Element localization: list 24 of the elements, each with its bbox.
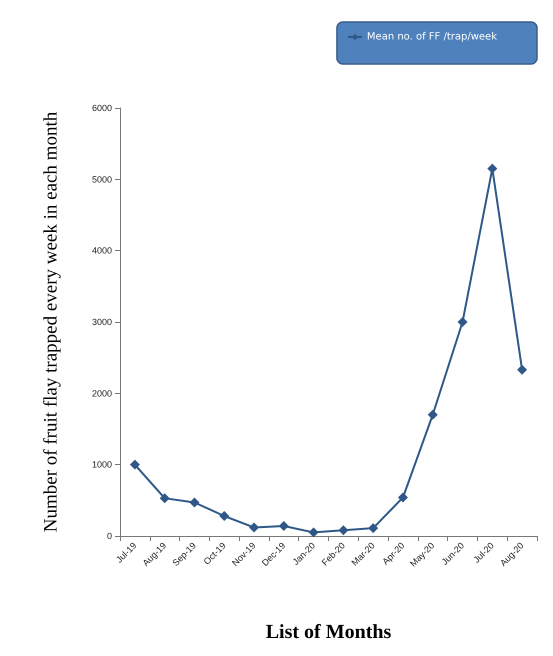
point — [428, 410, 438, 420]
y-tick-label: 2000 — [92, 388, 112, 398]
point — [189, 497, 200, 508]
y-tick-label: 3000 — [92, 317, 112, 327]
x-axis-title: List of Months — [266, 621, 392, 643]
y-tick-label: 0 — [106, 531, 112, 541]
point — [219, 511, 230, 522]
point — [130, 460, 140, 470]
point — [487, 164, 498, 174]
point — [517, 364, 528, 375]
point — [458, 317, 468, 327]
y-tick-label: 6000 — [92, 103, 112, 113]
y-tick-label: 1000 — [92, 460, 112, 470]
point — [338, 525, 348, 536]
point — [160, 493, 170, 504]
y-tick-label: 5000 — [92, 174, 112, 184]
point — [308, 527, 319, 538]
y-axis-title: Number of fruit flay trapped every week in each month — [40, 111, 62, 532]
point — [278, 521, 289, 532]
legend-label: Mean no. of FF /trap/week — [366, 32, 498, 42]
y-tick-label: 4000 — [92, 246, 112, 256]
point — [398, 492, 408, 502]
point — [368, 523, 378, 534]
point — [249, 522, 260, 532]
